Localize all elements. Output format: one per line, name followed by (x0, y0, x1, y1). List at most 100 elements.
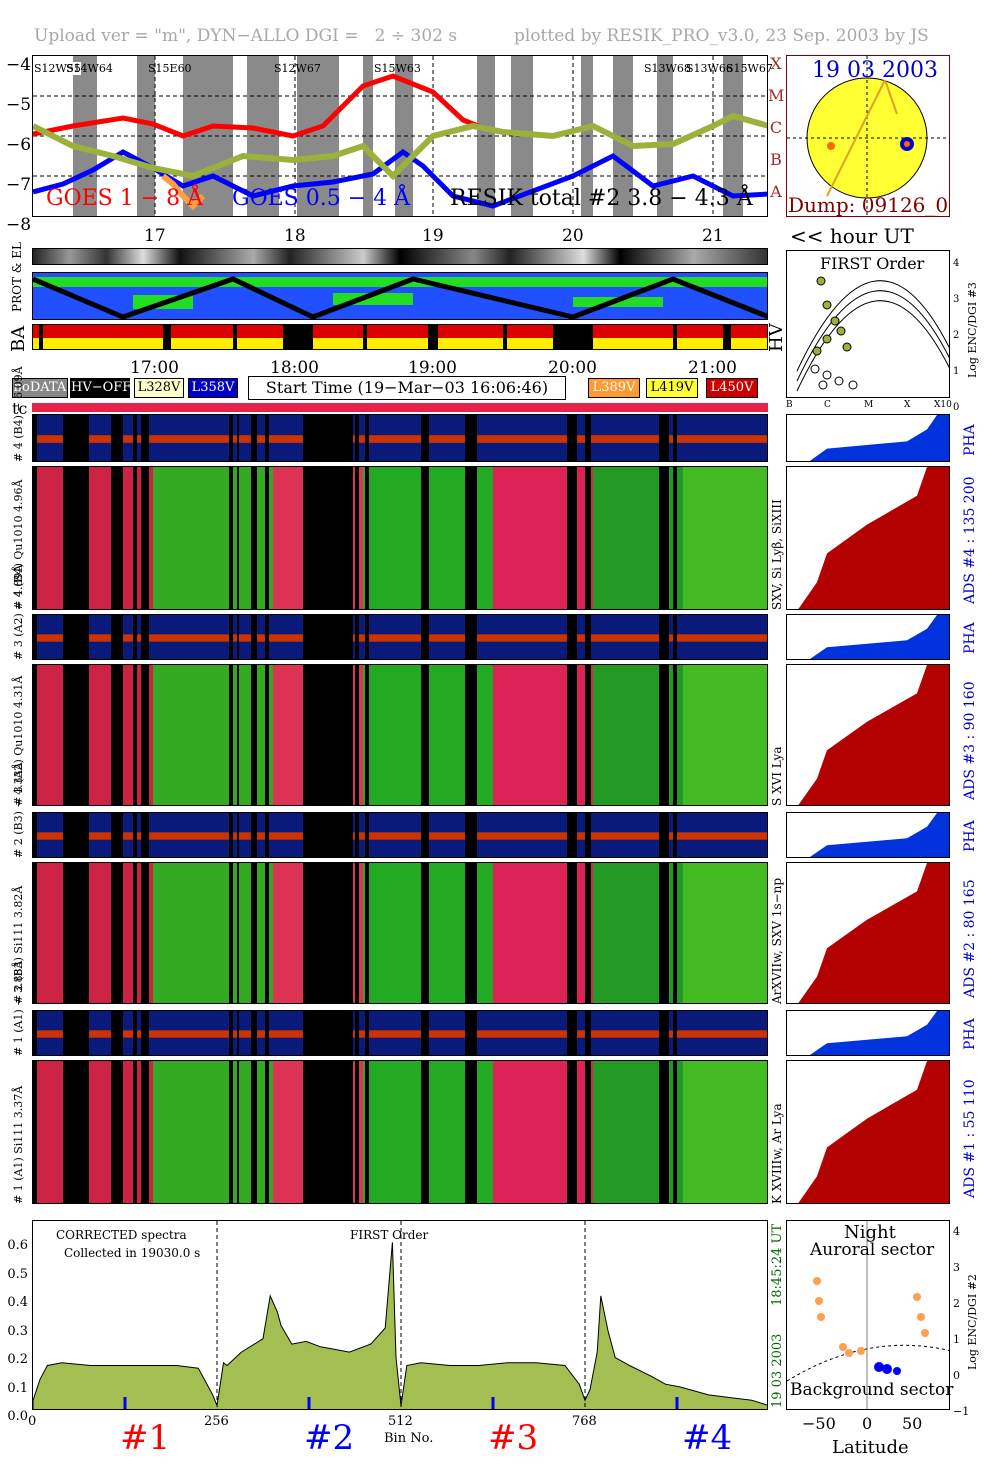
night-ytick: 3 (953, 1261, 960, 1274)
spectrum-plot (33, 1221, 767, 1409)
orbit-label: S14W64 (66, 62, 113, 75)
spec-ytick: 0.4 (7, 1295, 28, 1310)
spec-ytick: 0.1 (7, 1380, 28, 1396)
channel-ads-label: ADS #4 : 135 200 (962, 476, 978, 604)
goes-panel (32, 55, 768, 217)
spec-time-stamp: 18:45:24 UT (770, 1223, 785, 1306)
time-tick: 17:00 (130, 358, 179, 378)
legend-l419v: L419V (646, 378, 698, 398)
channel-tag-3: #3 (488, 1418, 539, 1458)
orbit-label: S13W68 (644, 62, 691, 75)
legend-l358v: L358V (188, 378, 238, 398)
class-letter: A (770, 182, 782, 201)
spec-xtick: 0 (28, 1414, 37, 1429)
ba-bar (32, 324, 768, 350)
channel-pha-histogram (786, 614, 950, 660)
class-letter: B (770, 150, 782, 169)
channel-pha-tag: PHA (962, 1018, 978, 1050)
legend-hvoff: HV−OFF (70, 378, 131, 398)
spec-ytick: 0.2 (7, 1352, 28, 1367)
channel-side-label: S XVI Lya (770, 746, 784, 807)
channel-pha-label: # 4 (B4) − 6.09Å (12, 366, 25, 462)
night-bottom: Background sector (790, 1380, 954, 1400)
channel-main-strip (32, 466, 768, 610)
time-tick: 18:00 (270, 358, 319, 378)
first-order-ytick: 0 (953, 402, 960, 413)
first-order-ytick: 1 (953, 366, 960, 377)
channel-pha-histogram (786, 812, 950, 858)
channel-side-label: SXV, Si Lyβ, SiXIII (770, 499, 784, 610)
spec-ytick: 0.5 (7, 1266, 28, 1282)
night-xtick: 0 (862, 1414, 873, 1433)
hour-tick: 19 (422, 226, 444, 246)
orbit-label: S15E60 (148, 62, 192, 75)
sun-panel (786, 55, 950, 217)
channel-side-label: ArXVIIw, SXV 1s−np (770, 877, 784, 1004)
first-order-xtick: B (786, 400, 793, 410)
channel-ads-label: ADS #1 : 55 110 (962, 1079, 978, 1198)
channel-main-strip (32, 1060, 768, 1204)
legend-nodata: noDATA (12, 378, 68, 398)
night-ytick: 4 (953, 1225, 960, 1238)
time-tick: 21:00 (688, 358, 737, 378)
channel-pha-label: # 2 (B3) − 4.33Å (12, 762, 25, 858)
first-order-ytick: 4 (953, 258, 960, 269)
legend-goes1: GOES 1 − 8 Å (46, 186, 204, 211)
channel-main-strip (32, 664, 768, 806)
channel-main-label: # 1 (A1) Si111 3.37Å (12, 1085, 25, 1204)
channel-ads-label: ADS #2 : 80 165 (962, 879, 978, 998)
hour-ut-label: << hour UT (790, 224, 914, 248)
header-left: Upload ver = "m", DYN−ALLO DGI = 2 ÷ 302… (34, 26, 458, 46)
channel-ads-histogram (786, 1060, 950, 1204)
orbit-label: S15W67 (726, 62, 773, 75)
first-order-xtick: M (864, 400, 874, 410)
channel-pha-strip (32, 1010, 768, 1056)
hv-label: HV (766, 323, 787, 352)
ba-label: BA (8, 325, 29, 352)
orbit-label: S12W55 (34, 62, 81, 75)
first-order-xtick: X (904, 400, 911, 410)
status-gray-bar (32, 248, 768, 265)
channel-side-label: K XVIIIw, Ar Lya (770, 1103, 784, 1204)
hour-tick: 21 (702, 226, 724, 246)
header-right: plotted by RESIK_PRO_v3.0, 23 Sep. 2003 … (514, 26, 929, 46)
night-panel (786, 1220, 950, 1410)
spectrum-series (33, 1242, 767, 1409)
spec-ytick: 0.0 (7, 1409, 28, 1424)
spec-ytick: 0.6 (7, 1238, 28, 1253)
channel-tag-4: #4 (682, 1418, 733, 1458)
goes-shade (363, 56, 373, 216)
channel-tag-1: #1 (120, 1418, 171, 1458)
class-letter: C (769, 118, 783, 137)
night-ytick: 2 (953, 1297, 960, 1310)
spec-date-stamp: 19 03 2003 (770, 1333, 785, 1408)
sun-dump: Dump: 09126_0 (788, 193, 949, 217)
spec-xtick: 768 (572, 1414, 597, 1429)
first-order-ytick: 2 (953, 330, 960, 341)
channel-pha-strip (32, 414, 768, 462)
goes-ytick: −4 (6, 55, 32, 75)
hour-tick: 17 (144, 226, 166, 246)
spectrum-subtitle: Collected in 19030.0 s (64, 1246, 201, 1260)
night-xlabel: Latitude (832, 1437, 909, 1458)
channel-pha-label: # 3 (A2) − 4.89Å (12, 564, 25, 660)
first-order-title: FIRST Order (820, 254, 925, 273)
legend-l389v: L389V (588, 378, 640, 398)
hour-tick: 20 (562, 226, 584, 246)
channel-tag-2: #2 (304, 1418, 355, 1458)
legend-l328v: L328V (134, 378, 184, 398)
spectrum-order: FIRST Order (350, 1228, 429, 1242)
spectrum-title: CORRECTED spectra (56, 1228, 187, 1242)
tc-label: tc (12, 399, 28, 418)
first-order-xtick: C (824, 400, 831, 410)
prot-el-label: PROT & EL (10, 242, 24, 312)
prot-el-bar (32, 272, 768, 320)
channel-ads-histogram (786, 664, 950, 806)
legend-start-time: Start Time (19−Mar−03 16:06:46) (248, 376, 566, 400)
legend-goes05: GOES 0.5 − 4 Å (232, 186, 411, 211)
spectrum-panel (32, 1220, 768, 1410)
channel-pha-strip (32, 812, 768, 858)
first-order-ytick: 3 (953, 294, 960, 305)
goes-plot (33, 56, 767, 216)
night-xtick: −50 (802, 1414, 836, 1433)
